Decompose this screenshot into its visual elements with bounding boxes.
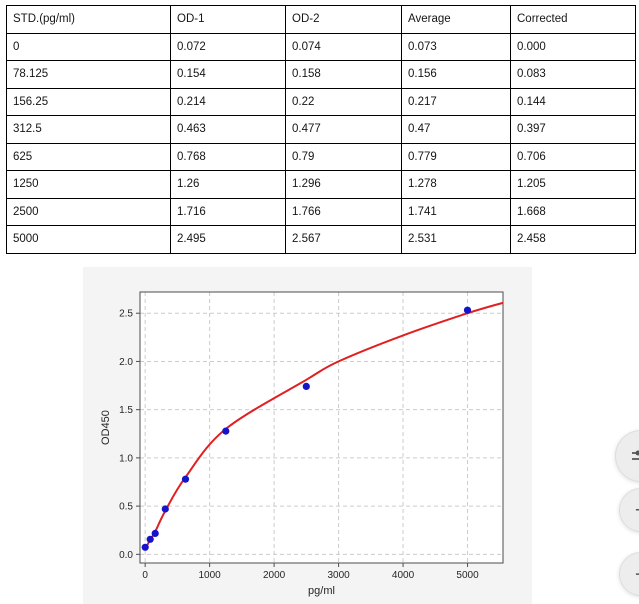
standard-curve-chart: 0 1000 2000 3000 4000 5000 0.0 0.5 1.0 1.5 2.0 2.5 p…	[83, 267, 532, 604]
minus-icon: −	[635, 564, 639, 585]
table-header-cell: Average	[401, 5, 511, 34]
table-row: 1250 1.26 1.296 1.278 1.205	[6, 170, 636, 199]
table-cell: 0.22	[285, 87, 402, 116]
table-cell: 0.79	[285, 142, 402, 171]
x-tick-label: 1000	[199, 570, 222, 581]
data-point	[302, 382, 310, 390]
x-tick-label: 5000	[456, 570, 479, 581]
table-cell: 0.477	[285, 115, 402, 144]
x-tick-label: 0	[142, 570, 148, 581]
table-row: 0 0.072 0.074 0.073 0.000	[6, 32, 636, 61]
table-cell: 1.766	[285, 197, 402, 226]
y-tick-label: 2.5	[119, 309, 133, 320]
zoom-out-button[interactable]: −	[619, 552, 639, 596]
table-cell: 2.458	[510, 225, 636, 254]
data-point	[151, 529, 159, 537]
table-cell: 1.205	[510, 170, 636, 199]
table-cell: 2.567	[285, 225, 402, 254]
table-cell: 1.716	[170, 197, 286, 226]
standard-curve-figure: 0 1000 2000 3000 4000 5000 0.0 0.5 1.0 1.5 2.0 2.5 p…	[83, 267, 532, 604]
table-cell: 0.779	[401, 142, 511, 171]
table-cell: 2500	[6, 197, 171, 226]
table-cell: 625	[6, 142, 171, 171]
table-cell: 0.397	[510, 115, 636, 144]
table-cell: 1250	[6, 170, 171, 199]
table-cell: 0.706	[510, 142, 636, 171]
table-header-cell: OD-2	[285, 5, 402, 34]
table-cell: 0.144	[510, 87, 636, 116]
table-cell: 0.768	[170, 142, 286, 171]
table-row: 312.5 0.463 0.477 0.47 0.397	[6, 115, 636, 144]
data-point	[141, 543, 149, 551]
table-cell: 1.26	[170, 170, 286, 199]
zoom-options-button[interactable]	[615, 430, 639, 482]
table-cell: 0.154	[170, 60, 286, 89]
plot-frame	[139, 291, 504, 564]
table-header-cell: OD-1	[170, 5, 286, 34]
table-cell: 0.000	[510, 32, 636, 61]
table-row: 5000 2.495 2.567 2.531 2.458	[6, 225, 636, 254]
zoom-in-button[interactable]: +	[619, 488, 639, 532]
x-axis-label: pg/ml	[308, 585, 335, 597]
y-tick-label: 1.5	[119, 405, 133, 416]
x-tick-label: 3000	[327, 570, 350, 581]
table-cell: 5000	[6, 225, 171, 254]
plus-icon: +	[635, 500, 639, 521]
table-header-row: STD.(pg/ml) OD-1 OD-2 Average Corrected	[6, 5, 636, 34]
table-cell: 1.296	[285, 170, 402, 199]
table-cell: 0.217	[401, 87, 511, 116]
table-cell: 312.5	[6, 115, 171, 144]
table-cell: 156.25	[6, 87, 171, 116]
y-tick-label: 2.0	[119, 357, 133, 368]
standards-table: STD.(pg/ml) OD-1 OD-2 Average Corrected 0 0.07…	[6, 5, 636, 254]
data-point	[463, 306, 472, 314]
table-header-cell: Corrected	[510, 5, 636, 34]
x-tick-label: 4000	[392, 570, 415, 581]
table-cell: 0.074	[285, 32, 402, 61]
table-row: 78.125 0.154 0.158 0.156 0.083	[6, 60, 636, 89]
table-cell: 0.156	[401, 60, 511, 89]
table-row: 625 0.768 0.79 0.779 0.706	[6, 142, 636, 171]
table-cell: 0	[6, 32, 171, 61]
table-cell: 0.072	[170, 32, 286, 61]
y-tick-label: 0.0	[119, 550, 133, 561]
table-cell: 1.668	[510, 197, 636, 226]
data-point	[161, 505, 169, 513]
table-cell: 2.495	[170, 225, 286, 254]
table-cell: 0.073	[401, 32, 511, 61]
sliders-icon	[632, 450, 639, 460]
x-tick-label: 2000	[263, 570, 286, 581]
table-cell: 0.083	[510, 60, 636, 89]
table-cell: 0.47	[401, 115, 511, 144]
table-header-cell: STD.(pg/ml)	[6, 5, 171, 34]
table-cell: 2.531	[401, 225, 511, 254]
data-point	[222, 427, 230, 435]
data-point	[146, 535, 154, 543]
data-point	[181, 475, 190, 483]
y-tick-label: 1.0	[119, 453, 133, 464]
y-axis-label: OD450	[100, 410, 112, 445]
table-cell: 0.214	[170, 87, 286, 116]
table-row: 156.25 0.214 0.22 0.217 0.144	[6, 87, 636, 116]
table-cell: 1.278	[401, 170, 511, 199]
table-row: 2500 1.716 1.766 1.741 1.668	[6, 197, 636, 226]
plot-background	[140, 292, 503, 563]
y-tick-label: 0.5	[119, 502, 133, 513]
table-cell: 0.463	[170, 115, 286, 144]
table-cell: 1.741	[401, 197, 511, 226]
table-cell: 0.158	[285, 60, 402, 89]
table-cell: 78.125	[6, 60, 171, 89]
